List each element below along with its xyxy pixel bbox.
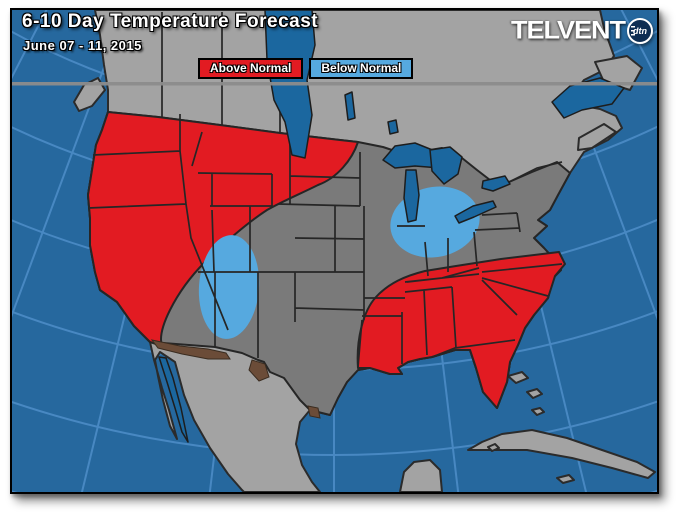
map-divider-line [12, 82, 657, 86]
nova-scotia [577, 123, 617, 151]
lake-huron [429, 146, 463, 185]
cuba [467, 429, 656, 479]
gulf-of-california [158, 356, 189, 443]
yucatan [399, 459, 443, 492]
lake-erie [454, 200, 497, 224]
forecast-map-frame: 6-10 Day Temperature Forecast June 07 - … [10, 8, 659, 494]
state-borders [87, 12, 563, 368]
terrain-patches [150, 339, 321, 419]
bahamas [487, 371, 575, 484]
lake-michigan [403, 169, 420, 223]
canadian-lakes [344, 91, 399, 135]
lakes [158, 10, 625, 443]
lake-ontario [481, 175, 511, 192]
forecast-map [12, 10, 657, 492]
